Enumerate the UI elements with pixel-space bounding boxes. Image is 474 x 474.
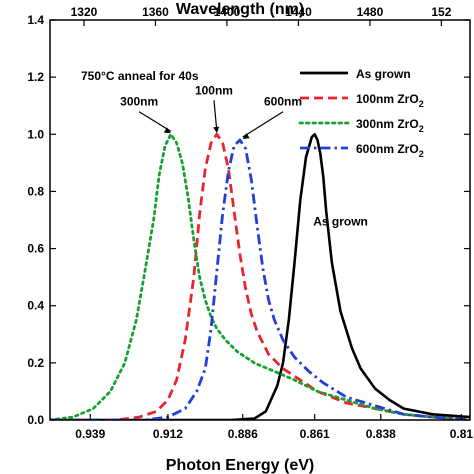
annotation-arrowhead: [163, 127, 171, 134]
bottom-tick-label: 0.886: [228, 427, 258, 441]
axes: 0.939 0.912 0.886 0.861 0.838 0.81 1320 1360 140…: [27, 5, 473, 441]
y-tick-label: 0.4: [27, 299, 44, 313]
top-tick-label: 1400: [214, 5, 241, 19]
bottom-tick-label: 0.912: [153, 427, 183, 441]
legend-entry-label: 100nm ZrO2: [356, 92, 424, 109]
legend-subscript: 2: [419, 99, 424, 109]
legend-entry-label: 600nm ZrO2: [356, 142, 424, 159]
peak-annotation-label: As grown: [313, 215, 368, 229]
legend-subscript: 2: [419, 149, 424, 159]
anneal-annotation: 750°C anneal for 40s: [81, 69, 199, 83]
top-tick-label: 1360: [142, 5, 169, 19]
legend: As grown 100nm ZrO2 300nm ZrO2 600nm ZrO2: [298, 67, 424, 159]
plot-lines: [50, 132, 470, 420]
plot-frame: [49, 19, 471, 421]
annotation-arrow: [138, 111, 172, 132]
y-tick-label: 1.0: [27, 127, 44, 141]
annotation-arrowhead: [242, 133, 250, 139]
series-line-600nm-zro2: [50, 138, 470, 420]
y-tick-label: 1.4: [27, 13, 44, 27]
series-line-100nm-zro2: [50, 132, 470, 420]
legend-subscript: 2: [419, 124, 424, 134]
legend-entry-label: 300nm ZrO2: [356, 117, 424, 134]
bottom-tick-label: 0.861: [300, 427, 330, 441]
peak-annotation-label: 100nm: [195, 83, 233, 97]
annotation-arrow: [213, 100, 218, 132]
y-tick-label: 1.2: [27, 70, 44, 84]
top-tick-label: 1440: [285, 5, 312, 19]
bottom-tick-label: 0.81: [450, 427, 474, 441]
series-line-as-grown: [50, 133, 470, 420]
peak-annotation-label: 600nm: [264, 95, 302, 109]
annotation-arrow: [242, 111, 284, 138]
annotations: 300nm 100nm 600nm As grown: [120, 83, 368, 228]
y-tick-label: 0.0: [27, 413, 44, 427]
y-tick-label: 0.2: [27, 356, 44, 370]
x-axis-title: Photon Energy (eV): [166, 457, 314, 474]
bottom-tick-label: 0.838: [366, 427, 396, 441]
top-tick-label: 1480: [357, 5, 384, 19]
y-tick-label: 0.8: [27, 184, 44, 198]
series-line-300nm-zro2: [50, 132, 470, 420]
top-tick-label: 1320: [71, 5, 98, 19]
peak-annotation-label: 300nm: [120, 95, 158, 109]
annotation-arrowhead: [213, 126, 220, 134]
y-tick-label: 0.6: [27, 242, 44, 256]
top-axis-title: Wavelength (nm): [176, 1, 304, 18]
top-tick-label: 152: [431, 5, 451, 19]
legend-entry-label: As grown: [356, 67, 411, 81]
bottom-tick-label: 0.939: [75, 427, 105, 441]
